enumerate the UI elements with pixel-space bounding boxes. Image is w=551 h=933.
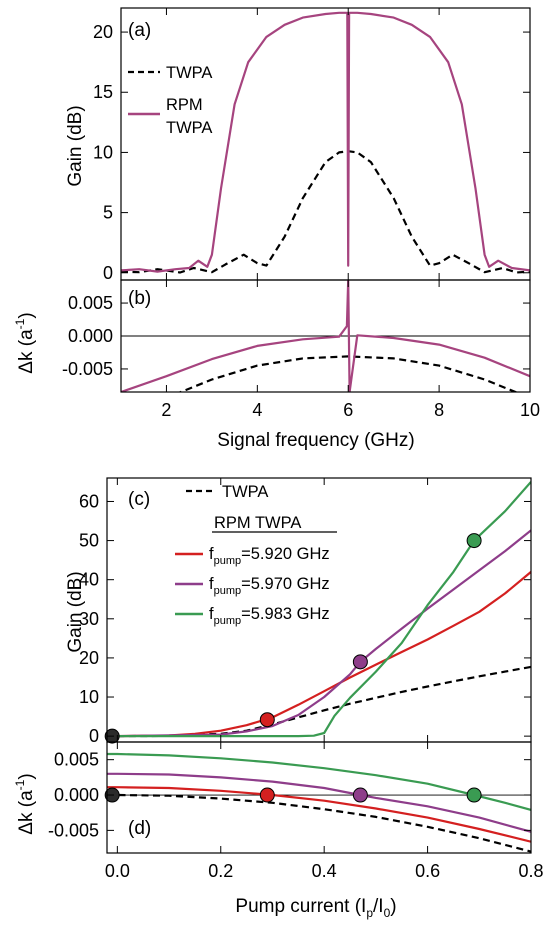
panel-b: (b) Δk (a-1) Signal frequency (GHz) 0.00… <box>13 279 540 451</box>
y-tick-label: 0.005 <box>68 293 113 313</box>
y-tick-label: 10 <box>79 687 99 707</box>
series-line-purple <box>107 772 531 833</box>
x-tick-label: 0.4 <box>312 861 337 881</box>
x-tick-label: 8 <box>434 400 444 420</box>
marker-green <box>466 533 482 549</box>
series-line-twpa <box>107 793 531 853</box>
series-line-twpa <box>178 355 519 392</box>
x-tick-label: 0.6 <box>415 861 440 881</box>
panel-d-xlabel: Pump current (Ip/I0) <box>235 896 396 920</box>
legend-red-label: fpump=5.920 GHz <box>209 545 330 567</box>
y-tick-label: 15 <box>93 82 113 102</box>
panel-b-ylabel: Δk (a-1) <box>13 312 37 373</box>
series-line-twpa <box>121 150 530 274</box>
y-tick-label: 0 <box>103 263 113 283</box>
plot-frame <box>106 741 532 854</box>
panel-a-ylabel: Gain (dB) <box>65 105 86 186</box>
legend-rpm-label-line1: RPM <box>166 96 203 114</box>
legend-twpa-label: TWPA <box>166 64 212 82</box>
series-line-rpm <box>121 280 530 392</box>
marker-purple <box>352 787 368 803</box>
marker-red <box>259 712 275 728</box>
y-tick-label: 5 <box>103 203 113 223</box>
panel-b-label: (b) <box>128 288 151 309</box>
legend-green-label: fpump=5.983 GHz <box>209 605 330 627</box>
y-tick-label: 40 <box>79 570 99 590</box>
series-line-rpm <box>121 11 530 273</box>
series-line-green <box>107 752 531 811</box>
panel-a-label: (a) <box>128 20 151 41</box>
panel-a-legend: TWPA RPM TWPA <box>128 64 212 137</box>
series-group <box>121 280 530 392</box>
y-tick-label: 0.000 <box>68 326 113 346</box>
panel-b-xlabel: Signal frequency (GHz) <box>217 430 414 451</box>
marker-red <box>259 787 275 803</box>
x-tick-label: 6 <box>343 400 353 420</box>
x-tick-label: 2 <box>161 400 171 420</box>
x-tick-label: 0.8 <box>518 861 543 881</box>
panel-d: (d) Δk (a-1) Pump current (Ip/I0) 0.005 0… <box>13 741 544 920</box>
panel-d-label: (d) <box>128 818 151 839</box>
y-tick-label: 60 <box>79 491 99 511</box>
x-tick-label: 4 <box>252 400 262 420</box>
panel-a: (a) Gain (dB) TWPA RPM TWPA 0 5 10 15 20 <box>65 7 531 283</box>
y-tick-label: 10 <box>93 142 113 162</box>
panel-d-ylabel: Δk (a-1) <box>13 773 37 834</box>
y-tick-label: 20 <box>79 648 99 668</box>
series-group <box>121 11 530 274</box>
series-group <box>107 752 531 853</box>
x-tick-label: 0.2 <box>208 861 233 881</box>
marker-green <box>466 787 482 803</box>
y-tick-label: -0.005 <box>48 820 99 840</box>
y-tick-label: -0.005 <box>62 359 113 379</box>
legend-purple-label: fpump=5.970 GHz <box>209 575 330 597</box>
y-tick-label: 30 <box>79 609 99 629</box>
series-line-red <box>107 786 531 843</box>
panel-c-label: (c) <box>128 489 150 510</box>
series-line-twpa <box>117 665 531 738</box>
panel-c: (c) Gain (dB) TWPA RPM TWPA fpump=5.920 … <box>65 477 532 746</box>
panel-c-ylabel: Gain (dB) <box>65 571 86 652</box>
y-tick-label: 0.000 <box>54 785 99 805</box>
legend-twpa-label: TWPA <box>222 483 268 501</box>
y-tick-label: 0 <box>89 726 99 746</box>
marker-purple <box>352 654 368 670</box>
y-tick-label: 50 <box>79 531 99 551</box>
legend-title: RPM TWPA <box>214 514 301 532</box>
x-tick-label: 0.0 <box>105 861 130 881</box>
panel-c-legend: TWPA RPM TWPA fpump=5.920 GHz fpump=5.97… <box>175 483 337 627</box>
legend-rpm-label-line2: TWPA <box>166 119 212 137</box>
series-line-green <box>117 481 531 738</box>
x-tick-label: 10 <box>520 400 540 420</box>
y-tick-label: 0.005 <box>54 750 99 770</box>
series-line-red <box>117 571 531 738</box>
y-tick-label: 20 <box>93 22 113 42</box>
